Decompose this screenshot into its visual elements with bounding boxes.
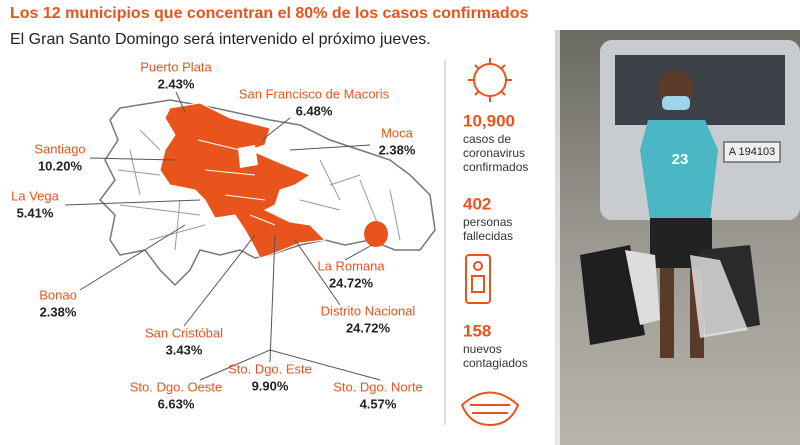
municipality-value: 24.72%	[346, 320, 391, 335]
municipality-value: 10.20%	[38, 158, 83, 173]
photo: A 194103 23	[555, 30, 800, 445]
stat-text: fallecidas	[463, 229, 513, 243]
municipality-name: San Cristóbal	[145, 325, 223, 340]
stat-text: nuevos	[463, 342, 502, 356]
stat-number: 402	[463, 194, 491, 213]
municipality-value: 2.38%	[379, 142, 416, 157]
municipality-name: Distrito Nacional	[321, 303, 416, 318]
municipality-name: La Vega	[11, 188, 59, 203]
municipality-value: 5.41%	[17, 205, 54, 220]
title: Los 12 municipios que concentran el 80% …	[10, 5, 528, 22]
plate: A 194103	[729, 146, 776, 158]
municipality-name: Puerto Plata	[140, 59, 212, 74]
shirt-number: 23	[672, 151, 689, 168]
municipality-value: 2.38%	[40, 304, 77, 319]
municipality-name: Moca	[381, 125, 414, 140]
municipality-name: Santiago	[34, 141, 85, 156]
municipality-value: 6.63%	[158, 396, 195, 411]
municipality-value: 4.57%	[360, 396, 397, 411]
municipality-value: 6.48%	[296, 103, 333, 118]
municipality-value: 9.90%	[252, 378, 289, 393]
stat-text: personas	[463, 215, 512, 229]
stat-text: coronavirus	[463, 146, 525, 160]
municipality-name: Bonao	[39, 287, 77, 302]
municipality-value: 3.43%	[166, 342, 203, 357]
municipality-name: La Romana	[317, 258, 385, 273]
leaders	[64, 91, 381, 381]
municipality-labels: Puerto Plata 2.43% San Francisco de Macori…	[11, 59, 423, 411]
municipality-name: San Francisco de Macoris	[239, 86, 390, 101]
municipality-value: 24.72%	[329, 275, 374, 290]
stat-text: confirmados	[463, 160, 528, 174]
municipality-name: Sto. Dgo. Este	[228, 361, 312, 376]
stat-text: casos de	[463, 132, 511, 146]
municipality-value: 2.43%	[158, 76, 195, 91]
icons	[460, 58, 520, 427]
municipality-name: Sto. Dgo. Oeste	[130, 379, 223, 394]
stat-number: 158	[463, 321, 491, 340]
stat-number: 10,900	[463, 111, 515, 130]
municipality-name: Sto. Dgo. Norte	[333, 379, 423, 394]
stat-text: contagiados	[463, 356, 528, 370]
subtitle: El Gran Santo Domingo será intervenido e…	[10, 31, 431, 48]
